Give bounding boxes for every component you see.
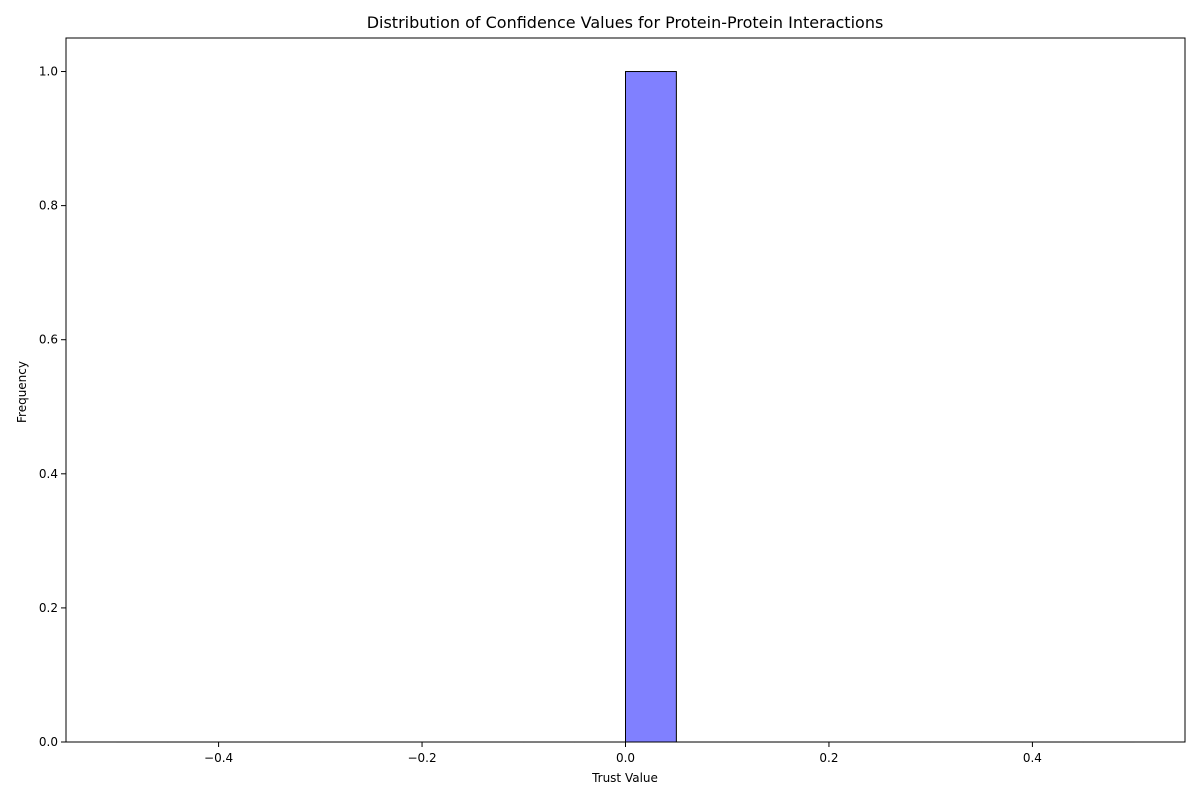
y-tick-label: 1.0	[39, 65, 58, 79]
y-tick-label: 0.2	[39, 601, 58, 615]
histogram-bar	[625, 71, 677, 743]
y-tick-label: 0.4	[39, 467, 58, 481]
y-axis: 0.0 0.2 0.4 0.6 0.8 1.0	[39, 65, 66, 749]
x-tick-label: 0.0	[616, 751, 635, 765]
x-tick-label: 0.4	[1023, 751, 1042, 765]
y-axis-label: Frequency	[15, 361, 29, 423]
x-axis-label: Trust Value	[591, 771, 658, 785]
x-axis: −0.4 −0.2 0.0 0.2 0.4	[204, 742, 1042, 765]
bars-layer	[116, 71, 1135, 743]
y-tick-label: 0.8	[39, 199, 58, 213]
x-tick-label: −0.2	[407, 751, 436, 765]
x-tick-label: −0.4	[204, 751, 233, 765]
y-tick-label: 0.0	[39, 735, 58, 749]
chart-title: Distribution of Confidence Values for Pr…	[367, 13, 884, 32]
x-tick-label: 0.2	[819, 751, 838, 765]
y-tick-label: 0.6	[39, 333, 58, 347]
